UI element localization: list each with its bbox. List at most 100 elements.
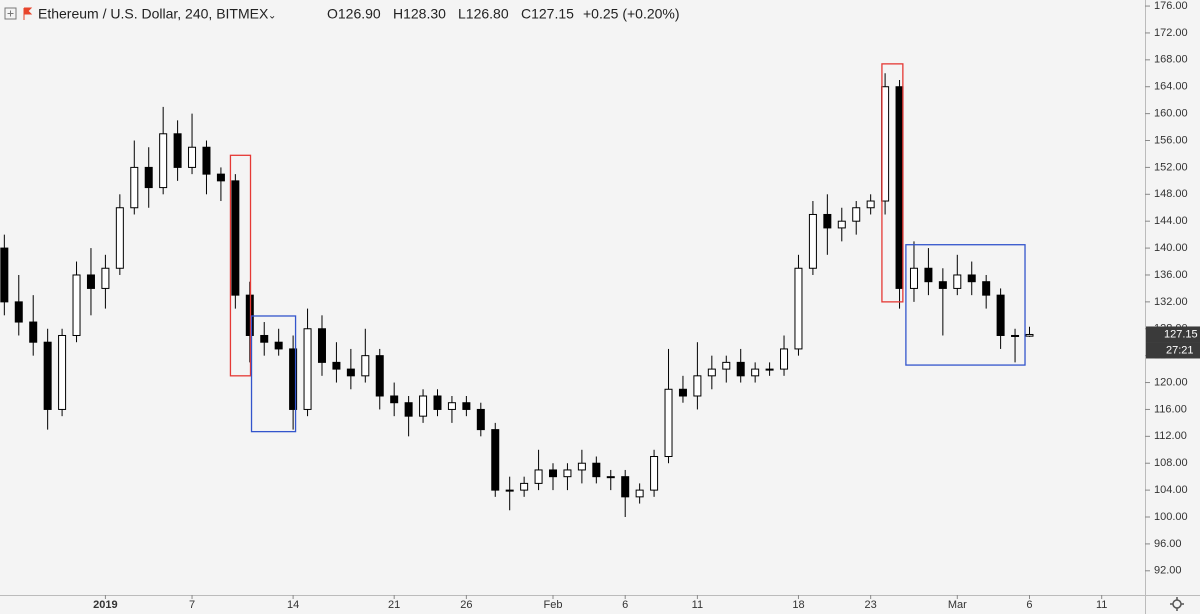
candle-body [982,281,991,296]
candle-body [520,482,529,491]
candle-body [476,408,485,431]
candle-body [72,274,81,336]
y-tick-label: 112.00 [1154,430,1187,442]
candle-body [534,469,543,484]
candle-body [924,267,933,283]
x-tick-label: 2019 [93,599,117,611]
x-tick-label: 11 [1096,599,1107,611]
candle-body [361,355,370,377]
y-tick-label: 108.00 [1154,457,1188,469]
candle-body [447,402,456,410]
candle-body [29,321,38,343]
candle-body [794,267,803,350]
y-tick-label: 120.00 [1154,376,1188,388]
x-tick-label: 14 [287,599,299,611]
x-tick-label: Feb [544,599,563,611]
x-tick-label: Mar [948,599,967,611]
candle-body [0,247,9,303]
candle-body [404,402,413,417]
y-tick-label: 164.00 [1154,81,1188,93]
candle-body [751,368,760,377]
candle-body [159,133,168,189]
candle-body [664,388,673,458]
candle-body [419,395,428,417]
candle-body [173,133,182,168]
candle-body [202,146,211,175]
y-tick-label: 160.00 [1154,108,1188,120]
candle-body [101,267,110,289]
settings-icon[interactable] [1172,599,1182,609]
candle-body [866,200,875,209]
plot-area [0,63,1034,518]
collapse-icon[interactable] [4,7,17,20]
y-tick-label: 156.00 [1154,134,1188,146]
candle-body [390,395,399,404]
ohlc-low: L126.80 [458,6,509,22]
candle-body [606,476,615,479]
candle-body [505,489,514,492]
x-tick-label: 18 [792,599,804,611]
annotation-box [250,315,297,433]
ohlc-high: H128.30 [393,6,446,22]
y-tick-label: 176.00 [1154,0,1188,12]
y-tick-label: 140.00 [1154,242,1188,254]
candle-body [216,173,225,182]
candle-body [707,368,716,377]
candle-body [375,355,384,397]
y-tick-label: 96.00 [1154,538,1182,550]
candle-body [303,328,312,410]
candle-body [808,213,817,269]
candle-body [1025,333,1034,337]
candle-body [996,294,1005,336]
x-tick-label: 21 [388,599,400,611]
candle-body [260,334,269,343]
candle-body [86,274,95,289]
candle-body [317,328,326,363]
candle-body [765,368,774,371]
candle-body [678,388,687,397]
annotation-box [905,244,1026,366]
x-tick-label: 7 [189,599,195,611]
candle-body [346,368,355,377]
dropdown-icon[interactable]: ⌄ [268,11,276,22]
candle-body [188,146,197,168]
y-tick-label: 168.00 [1154,54,1188,66]
ohlc-change: +0.25 (+0.20%) [583,6,680,22]
candle-body [1011,334,1020,337]
candle-body [274,341,283,350]
candle-body [43,341,52,410]
y-tick-label: 104.00 [1154,484,1188,496]
candle-body [115,207,124,269]
candle-body [491,429,500,491]
last-price-label: 127.15 [1164,328,1198,340]
candle-body [881,86,890,202]
countdown-label: 27:21 [1166,344,1194,356]
candle-body [736,361,745,377]
y-tick-label: 136.00 [1154,269,1188,281]
candle-body [130,166,139,209]
candle-body [621,476,630,498]
candle-body [909,267,918,289]
candle-body [953,274,962,289]
y-tick-label: 116.00 [1154,403,1187,415]
candle-body [823,213,832,229]
y-tick-label: 100.00 [1154,511,1188,523]
candle-body [332,361,341,370]
candle-body [14,301,23,323]
candle-body [58,334,67,410]
candle-body [895,86,904,289]
annotation-box [229,154,252,377]
candle-body [635,489,644,498]
axes: 92.00 96.00 100.00 104.00 108.00 112.00 116.00… [93,0,1200,611]
candle-body [967,274,976,283]
y-tick-label: 92.00 [1154,565,1182,577]
y-tick-label: 152.00 [1154,161,1188,173]
candle-body [837,220,846,229]
symbol-title: Ethereum / U.S. Dollar, 240, BITMEX [38,6,269,22]
collapse-icon-plus [7,10,14,17]
candle-body [693,375,702,397]
candle-body [433,395,442,410]
y-tick-label: 132.00 [1154,296,1188,308]
flag-icon [23,7,33,20]
